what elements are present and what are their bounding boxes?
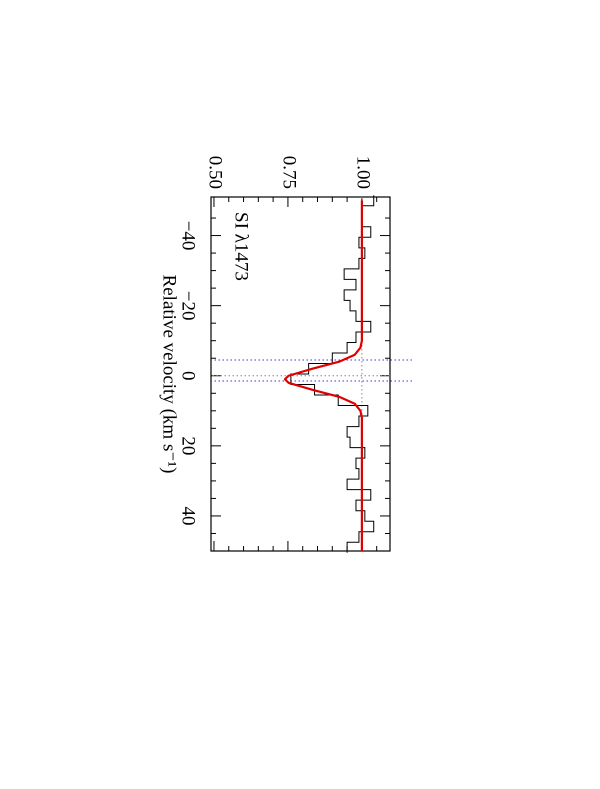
x-tick-label: 0 xyxy=(178,371,199,381)
x-tick-label: −20 xyxy=(178,291,199,321)
fit-line xyxy=(283,200,363,551)
y-tick-label: 1.00 xyxy=(353,156,374,189)
x-tick-label: 20 xyxy=(178,436,199,455)
annotation: SI λ1473 xyxy=(231,212,252,281)
y-tick-label: 0.75 xyxy=(279,156,300,189)
x-tick-label: 40 xyxy=(178,506,199,525)
y-tick-label: 0.50 xyxy=(205,156,226,189)
frame xyxy=(210,196,391,552)
x-axis-label: Relative velocity (km s⁻¹) xyxy=(159,275,180,474)
x-tick-label: −40 xyxy=(178,221,199,251)
plot-area: SI λ1473 Relative velocity (km s⁻¹) −40 −… xyxy=(159,156,412,553)
